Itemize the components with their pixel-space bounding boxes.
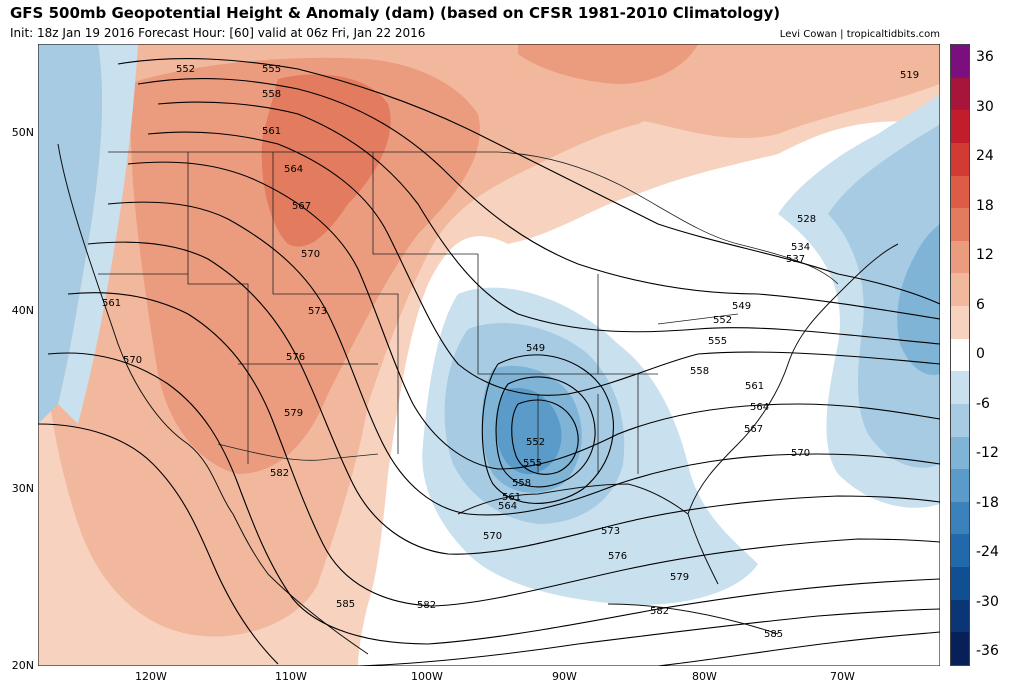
contour-label: 549 [526, 343, 545, 354]
lon-label-80w: 80W [692, 670, 717, 683]
colorbar-label: 30 [976, 98, 994, 115]
contour-label: 576 [608, 551, 627, 562]
colorbar-label: 0 [976, 346, 985, 362]
negative-anomaly-storm-4 [495, 388, 562, 475]
contour-label: 582 [270, 468, 289, 479]
colorbar-label: -36 [976, 643, 999, 659]
contour-label: 549 [732, 301, 751, 312]
lat-label-50n: 50N [11, 126, 34, 139]
colorbar-segment [951, 534, 969, 568]
colorbar-label: 6 [976, 296, 985, 313]
colorbar-segment [951, 240, 969, 274]
colorbar [950, 44, 970, 666]
lon-label-90w: 90W [552, 670, 577, 683]
negative-anomaly-west [38, 44, 103, 424]
lon-label-110w: 110W [275, 670, 307, 683]
contour-label: 555 [523, 458, 542, 469]
contour-label: 582 [417, 600, 436, 611]
colorbar-segment [951, 567, 969, 601]
lat-label-30n: 30N [11, 482, 34, 495]
negative-anomaly-west-2 [58, 44, 138, 424]
coastlines [57, 143, 899, 655]
colorbar-segment [951, 273, 969, 307]
colorbar-segment [951, 45, 969, 79]
contour-label: 570 [301, 249, 320, 260]
contour-label: 585 [336, 599, 355, 610]
colorbar-label: 36 [976, 49, 994, 65]
lat-label-20n: 20N [11, 659, 34, 672]
colorbar-label: -6 [976, 395, 990, 412]
contour-label: 561 [102, 298, 121, 309]
contour-label: 552 [526, 437, 545, 448]
colorbar-segment [951, 632, 969, 666]
contour-label: 564 [498, 501, 517, 512]
contour-label: 579 [670, 572, 689, 583]
contour-label: 552 [713, 315, 732, 326]
chart-title: GFS 500mb Geopotential Height & Anomaly … [10, 4, 781, 22]
colorbar-segment [951, 77, 969, 111]
lon-label-70w: 70W [830, 670, 855, 683]
contour-label: 561 [502, 492, 521, 503]
positive-anomaly-region-6 [518, 44, 698, 84]
contour-labels: 552 555 558 561 564 567 570 573 576 579 … [102, 64, 919, 640]
colorbar-segment [951, 403, 969, 438]
contour-label: 537 [786, 254, 805, 265]
colorbar-label: -30 [976, 593, 999, 610]
contour-label: 555 [708, 336, 727, 347]
weather-map: 552 555 558 561 564 567 570 573 576 579 … [38, 44, 940, 666]
contour-label: 567 [292, 201, 311, 212]
colorbar-label: -24 [976, 544, 999, 560]
colorbar-label: 24 [976, 148, 994, 164]
contour-label: 573 [601, 526, 620, 537]
chart-subtitle: Init: 18z Jan 19 2016 Forecast Hour: [60… [10, 26, 426, 40]
lat-label-40n: 40N [11, 304, 34, 317]
contour-label: 561 [745, 381, 764, 392]
contour-label: 579 [284, 408, 303, 419]
colorbar-segment [951, 142, 969, 177]
contour-label: 567 [744, 424, 763, 435]
colorbar-segment [951, 338, 969, 372]
colorbar-segment [951, 501, 969, 535]
colorbar-segment [951, 436, 969, 470]
contour-label: 558 [512, 478, 531, 489]
colorbar-label: -12 [976, 445, 999, 461]
contour-label: 582 [650, 606, 669, 617]
colorbar-label: 18 [976, 197, 994, 214]
colorbar-segment [951, 208, 969, 242]
contour-label: 576 [286, 352, 305, 363]
lon-label-100w: 100W [411, 670, 443, 683]
contour-label: 519 [900, 70, 919, 81]
contour-label: 564 [750, 402, 769, 413]
colorbar-segment [951, 599, 969, 633]
colorbar-label: -18 [976, 494, 999, 511]
negative-anomaly-east-2 [828, 124, 940, 468]
positive-anomaly-region-4 [261, 74, 391, 247]
credit-text: Levi Cowan | tropicaltidbits.com [779, 29, 940, 40]
contour-label: 585 [764, 629, 783, 640]
colorbar-segment [951, 371, 969, 405]
contour-label: 558 [690, 366, 709, 377]
contour-label: 570 [791, 448, 810, 459]
contour-label: 555 [262, 64, 281, 75]
height-contours [38, 58, 940, 666]
positive-anomaly-region-3 [128, 57, 480, 474]
colorbar-segment [951, 175, 969, 209]
contour-label: 558 [262, 89, 281, 100]
contour-label: 570 [123, 355, 142, 366]
contour-label: 552 [176, 64, 195, 75]
contour-label: 534 [791, 242, 810, 253]
negative-anomaly-east-3 [897, 224, 940, 375]
contour-label: 561 [262, 126, 281, 137]
colorbar-segment [951, 306, 969, 340]
contour-label: 528 [797, 214, 816, 225]
colorbar-label: 12 [976, 247, 994, 263]
contour-label: 573 [308, 306, 327, 317]
colorbar-segment [951, 110, 969, 144]
colorbar-segment [951, 469, 969, 503]
contour-label: 570 [483, 531, 502, 542]
political-boundaries [98, 151, 839, 474]
contour-label: 564 [284, 164, 303, 175]
lon-label-120w: 120W [135, 670, 167, 683]
